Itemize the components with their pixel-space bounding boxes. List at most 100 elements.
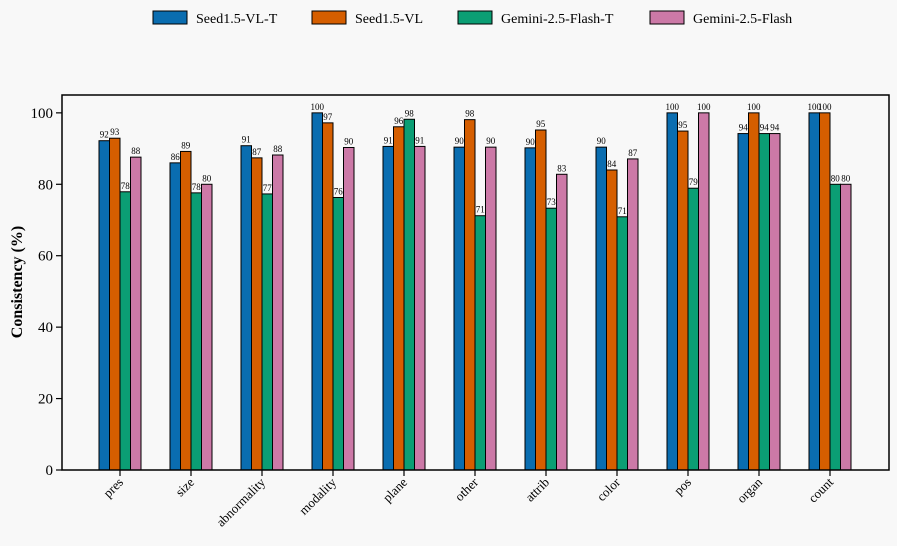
- x-tick-label: attrib: [522, 475, 552, 505]
- value-label: 79: [689, 177, 699, 187]
- bar: [190, 192, 202, 471]
- value-label: 80: [202, 173, 212, 183]
- x-tick-label: count: [805, 474, 836, 505]
- legend-label: Seed1.5-VL-T: [196, 12, 278, 27]
- y-tick-label: 20: [38, 392, 53, 408]
- bar: [272, 154, 284, 471]
- bar: [474, 215, 486, 471]
- value-label: 91: [242, 135, 251, 145]
- value-label: 94: [739, 123, 749, 133]
- bar: [169, 162, 181, 471]
- value-label: 90: [486, 136, 496, 146]
- bar: [829, 183, 841, 471]
- bar: [332, 197, 344, 471]
- bar: [666, 112, 678, 471]
- legend-swatch: [649, 10, 685, 25]
- value-label: 90: [597, 136, 607, 146]
- y-axis-label: Consistency (%): [9, 226, 26, 338]
- value-label: 100: [697, 102, 711, 112]
- x-tick-label: pres: [100, 475, 126, 501]
- legend-swatch: [152, 10, 188, 25]
- bar: [109, 137, 121, 471]
- y-tick-label: 60: [38, 249, 53, 265]
- bar: [698, 112, 710, 471]
- value-label: 100: [747, 102, 761, 112]
- value-label: 94: [760, 123, 770, 133]
- legend-label: Seed1.5-VL: [355, 12, 423, 27]
- value-label: 91: [384, 135, 393, 145]
- bar: [119, 191, 131, 471]
- bar: [130, 156, 142, 471]
- value-label: 88: [273, 144, 283, 154]
- bar: [453, 146, 465, 471]
- value-label: 95: [536, 119, 546, 129]
- value-label: 100: [666, 102, 680, 112]
- bar: [769, 133, 781, 471]
- x-tick-label: modality: [296, 474, 340, 518]
- value-label: 100: [808, 102, 822, 112]
- value-label: 95: [678, 120, 688, 130]
- value-label: 80: [831, 173, 841, 183]
- value-label: 87: [252, 147, 262, 157]
- bar: [606, 169, 618, 471]
- value-label: 78: [192, 182, 202, 192]
- value-label: 90: [526, 137, 536, 147]
- y-tick-label: 0: [46, 463, 54, 479]
- bar: [737, 133, 749, 471]
- bar: [687, 187, 699, 471]
- x-tick-label: size: [172, 474, 197, 499]
- bar: [535, 129, 547, 471]
- bar: [840, 183, 852, 471]
- x-tick-label: other: [452, 474, 482, 504]
- bars-group: [98, 112, 852, 471]
- legend-label: Gemini-2.5-Flash: [693, 12, 792, 27]
- value-label: 78: [121, 181, 131, 191]
- value-label: 71: [476, 205, 485, 215]
- value-label: 98: [405, 108, 415, 118]
- bar: [414, 145, 426, 471]
- value-label: 94: [770, 123, 780, 133]
- bar: [201, 183, 213, 471]
- bar: [343, 147, 355, 471]
- bar: [251, 157, 263, 471]
- value-label: 93: [110, 127, 120, 137]
- bar: [403, 118, 415, 471]
- bar: [180, 150, 192, 471]
- legend-label: Gemini-2.5-Flash-T: [501, 12, 614, 27]
- value-label: 100: [311, 102, 325, 112]
- x-tick-label: plane: [380, 474, 411, 505]
- x-axis: pres size abnormality modality plane other att…: [100, 470, 836, 530]
- bar: [616, 216, 628, 471]
- value-label: 83: [557, 163, 567, 173]
- bar: [240, 145, 252, 471]
- value-label: 80: [841, 173, 851, 183]
- value-label: 77: [263, 183, 273, 193]
- bar: [393, 126, 405, 471]
- bar: [485, 146, 497, 471]
- value-label: 92: [100, 130, 109, 140]
- bar: [382, 145, 394, 471]
- value-label: 97: [323, 112, 333, 122]
- value-label: 73: [547, 197, 557, 207]
- value-label: 89: [181, 140, 191, 150]
- value-label: 71: [618, 206, 627, 216]
- value-label: 87: [628, 148, 638, 158]
- bar: [524, 147, 536, 471]
- legend-swatch: [311, 10, 347, 25]
- bar: [98, 140, 110, 471]
- value-label: 90: [455, 136, 465, 146]
- value-label: 96: [394, 116, 404, 126]
- value-label: 86: [171, 152, 181, 162]
- x-tick-label: organ: [734, 474, 766, 506]
- bar: [322, 122, 334, 471]
- value-label: 90: [344, 137, 354, 147]
- bar: [808, 112, 820, 471]
- value-label: 84: [607, 159, 617, 169]
- bar: [545, 207, 557, 471]
- value-label: 100: [818, 102, 832, 112]
- y-tick-label: 100: [31, 106, 54, 122]
- value-label: 98: [465, 109, 475, 119]
- bar: [627, 158, 639, 471]
